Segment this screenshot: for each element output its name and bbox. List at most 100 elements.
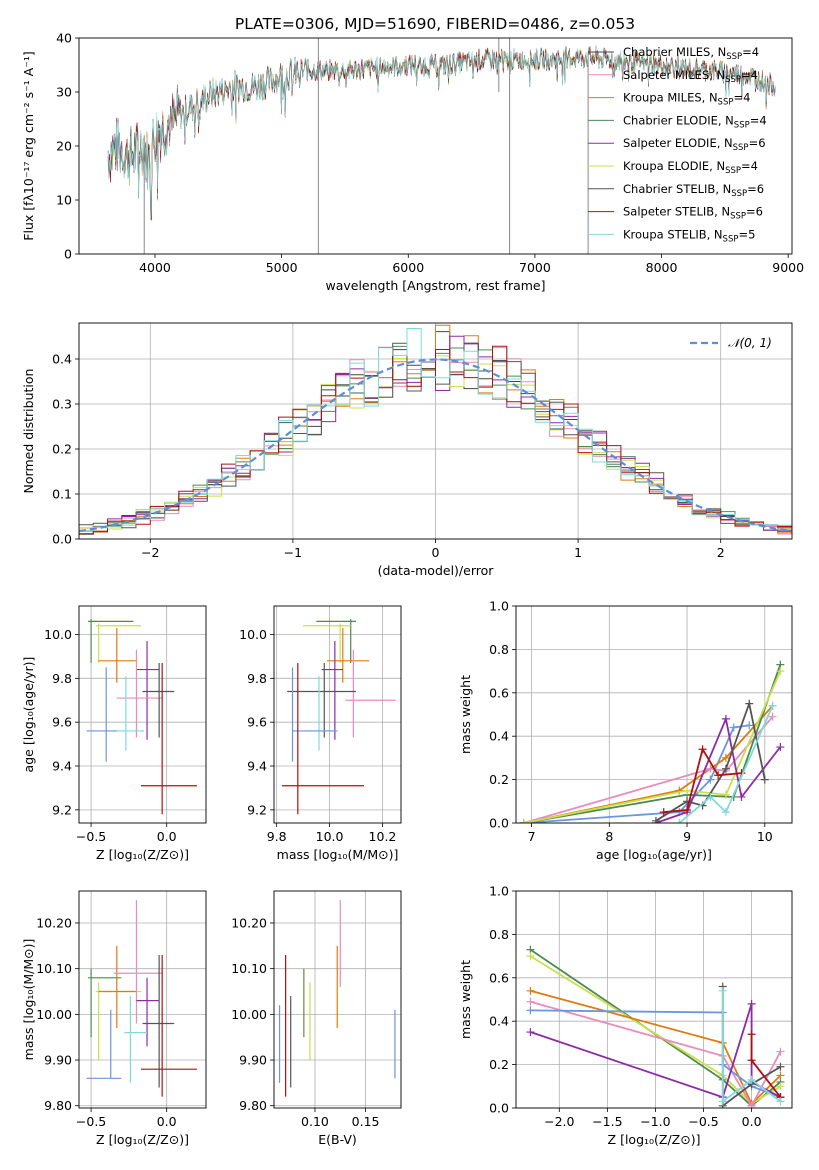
- x-axis-label: Z [log₁₀(Z/Z⊙)]: [608, 1132, 701, 1147]
- weight-marker: [776, 1097, 785, 1106]
- axes-frame: [273, 605, 402, 824]
- weight-marker: [768, 701, 777, 710]
- x-tick-label: 9.8: [267, 829, 287, 844]
- x-tick-label: 5000: [266, 260, 298, 275]
- weight-marker: [675, 819, 684, 823]
- y-tick-label: 0.6: [489, 970, 509, 985]
- plot-area: [107, 38, 776, 254]
- x-axis-label: Z [log₁₀(Z/Z⊙)]: [96, 847, 189, 862]
- y-tick-label: 9.4: [52, 759, 72, 774]
- y-tick-label: 0.8: [489, 927, 509, 942]
- legend-label: Kroupa MILES, NSSP=4: [623, 91, 750, 108]
- y-tick-label: 0.4: [489, 729, 509, 744]
- weight-marker: [526, 986, 535, 995]
- spectrum-legend: Chabrier MILES, NSSP=4 Salpeter MILES, NS…: [588, 45, 767, 244]
- x-tick-label: 8000: [646, 260, 678, 275]
- legend-label: Salpeter ELODIE, NSSP=6: [623, 136, 766, 153]
- weight-series-line: [529, 948, 782, 1107]
- legend-label: Salpeter MILES, NSSP=4: [623, 68, 758, 85]
- weight-marker: [698, 745, 707, 754]
- x-tick-label: 0.0: [742, 1114, 762, 1129]
- weight-series-line: [678, 705, 774, 823]
- y-axis-label: Flux [fλ10⁻¹⁷ erg cm⁻² s⁻¹ A⁻¹]: [21, 51, 36, 240]
- x-tick-label: −1: [284, 545, 302, 560]
- y-axis-label: age [log₁₀(age/yr)]: [21, 657, 36, 773]
- y-axis-label: mass weight: [458, 675, 473, 754]
- x-tick-label: 6000: [392, 260, 424, 275]
- y-tick-label: 9.8: [52, 671, 72, 686]
- axes-frame: [273, 890, 402, 1109]
- y-axis-label: mass [log₁₀(M/M⊙)]: [21, 939, 36, 1061]
- weight-marker: [526, 997, 535, 1006]
- x-tick-label: 0.0: [157, 1114, 177, 1129]
- figure-title: PLATE=0306, MJD=51690, FIBERID=0486, z=0…: [235, 15, 635, 33]
- x-tick-label: 0.15: [352, 1114, 380, 1129]
- weight-marker: [721, 808, 730, 817]
- panel-weight-vs-metallicity: −2.0 −1.5 −1.0 −0.5 0.0 0.0 0.2 0.4 0.6 0.8 1.0 Z […: [458, 884, 793, 1147]
- x-tick-label: 7000: [519, 260, 551, 275]
- weight-series-line: [655, 700, 766, 822]
- x-axis-label: age [log₁₀(age/yr)]: [596, 847, 712, 862]
- weight-marker: [706, 775, 715, 784]
- x-tick-label: 0: [432, 545, 440, 560]
- panel-age-vs-mass: 9.8 10.0 10.2 9.2 9.4 9.6 9.8 10.0 mass [log₁₀(M…: [239, 605, 402, 862]
- weight-marker: [776, 1071, 785, 1080]
- x-axis-label: Z [log₁₀(Z/Z⊙)]: [96, 1132, 189, 1147]
- y-tick-label: 10.20: [231, 915, 267, 930]
- y-tick-label: 9.2: [247, 802, 267, 817]
- gaussian-curve: [79, 358, 792, 533]
- plot-area: [278, 900, 396, 1097]
- axes-frame: [515, 890, 793, 1109]
- y-tick-label: 10: [56, 193, 72, 208]
- x-axis-label: mass [log₁₀(M/M⊙)]: [277, 847, 399, 862]
- x-tick-label: −0.5: [688, 1114, 718, 1129]
- y-tick-label: 9.90: [44, 1053, 72, 1068]
- weight-marker: [683, 805, 692, 814]
- x-tick-label: 10: [757, 829, 773, 844]
- weight-marker: [768, 712, 777, 721]
- legend-label: Kroupa STELIB, NSSP=5: [623, 227, 755, 244]
- weight-marker: [519, 819, 528, 823]
- legend-label: Salpeter STELIB, NSSP=6: [623, 205, 763, 222]
- x-axis-label: (data-model)/error: [378, 563, 495, 578]
- weight-marker: [526, 1028, 535, 1037]
- weight-marker: [760, 775, 769, 784]
- legend-label: Chabrier MILES, NSSP=4: [623, 45, 759, 62]
- weight-marker: [706, 792, 715, 801]
- residuals-legend: 𝒩(0, 1): [690, 336, 772, 350]
- x-tick-label: 0.10: [301, 1114, 329, 1129]
- x-tick-label: 0.0: [157, 829, 177, 844]
- weight-marker: [718, 986, 727, 995]
- y-tick-label: 10.10: [231, 961, 267, 976]
- plot-area: [79, 324, 792, 539]
- weight-marker: [747, 1101, 756, 1108]
- y-tick-label: 40: [56, 31, 72, 46]
- weight-marker: [721, 753, 730, 762]
- panel-age-vs-metallicity: −0.5 0.0 9.2 9.4 9.6 9.8 10.0 Z [log₁₀(Z/Z⊙)] ag…: [21, 605, 207, 862]
- y-tick-label: 9.2: [52, 802, 72, 817]
- x-tick-label: −0.5: [76, 1114, 106, 1129]
- y-tick-label: 1.0: [489, 884, 509, 899]
- plot-area: [519, 660, 785, 823]
- weight-marker: [714, 771, 723, 780]
- panel-weight-vs-age: 7 8 9 10 0.0 0.2 0.4 0.6 0.8 1.0 age [log₁₀(age/yr…: [458, 599, 793, 862]
- y-tick-label: 0.2: [52, 442, 72, 457]
- weight-series-line: [523, 670, 782, 823]
- x-tick-label: 4000: [139, 260, 171, 275]
- panel-spectrum: 4000 5000 6000 7000 8000 9000 0 10 20 30 40 wavelen…: [21, 31, 804, 294]
- y-tick-label: 0.8: [489, 642, 509, 657]
- y-tick-label: 0.0: [489, 1101, 509, 1116]
- spectrum-line: [107, 45, 776, 219]
- y-tick-label: 0.0: [489, 816, 509, 831]
- weight-marker: [721, 764, 730, 773]
- panel-mass-vs-ebv: 0.10 0.15 9.80 9.90 10.00 10.10 10.20 E(B-V): [231, 890, 402, 1147]
- x-tick-label: 10.0: [316, 829, 344, 844]
- plot-area: [526, 945, 785, 1108]
- y-tick-label: 10.10: [36, 961, 72, 976]
- histogram-step: [79, 328, 792, 539]
- y-tick-label: 1.0: [489, 599, 509, 614]
- x-tick-label: −2: [141, 545, 159, 560]
- y-axis-label: Normed distribution: [21, 369, 36, 494]
- x-tick-label: −2.0: [544, 1114, 574, 1129]
- weight-marker: [737, 792, 746, 801]
